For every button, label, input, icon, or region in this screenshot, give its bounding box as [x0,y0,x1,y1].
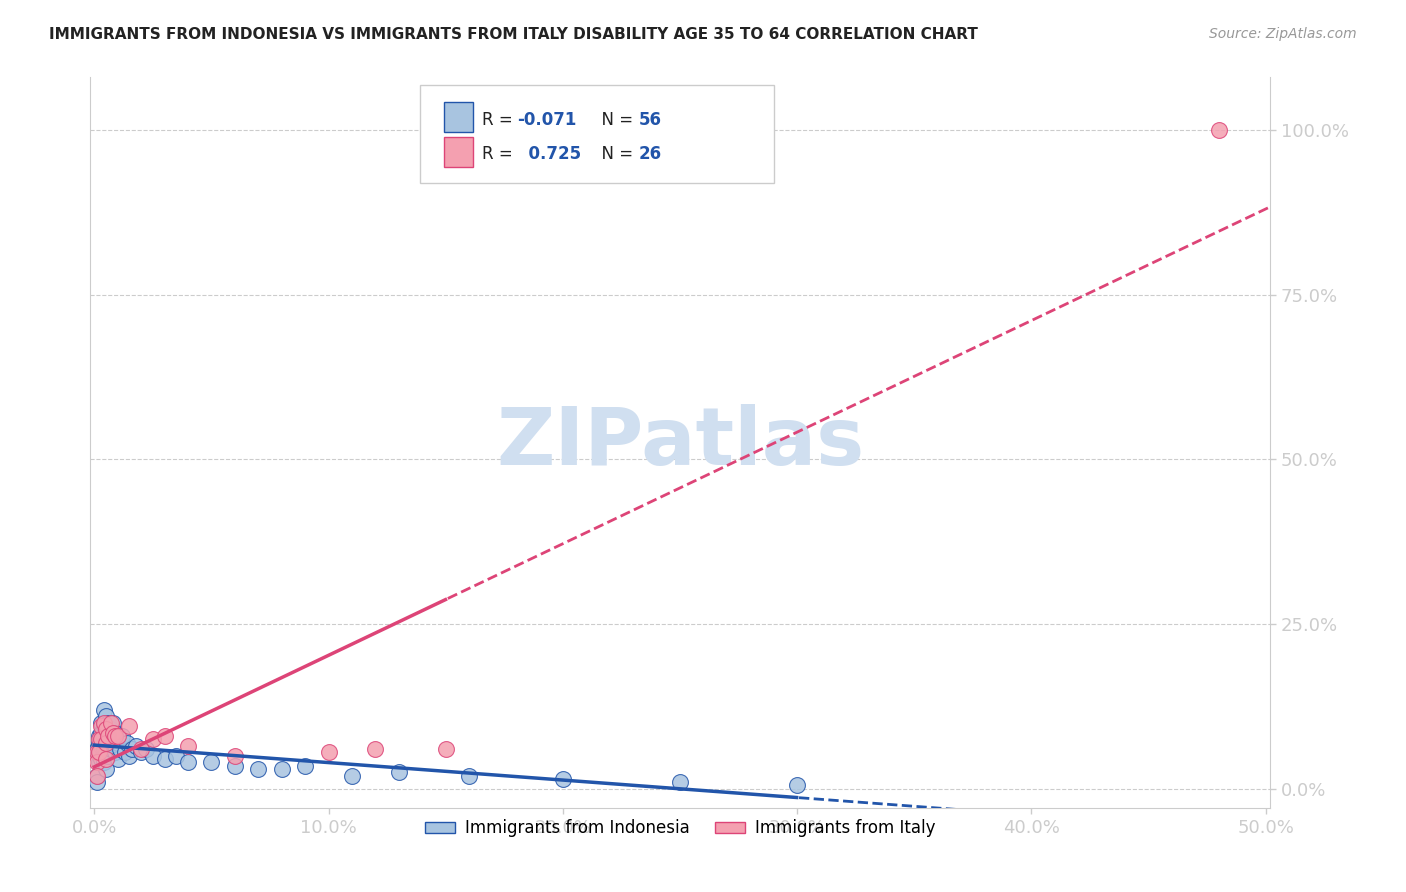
Point [90,739,112,753]
Point [153,729,176,743]
Point [107,729,129,743]
Point [93,742,115,756]
Text: R =: R = [482,145,517,163]
Point [90,732,112,747]
Point [97,729,120,743]
Point [108,742,131,756]
Point [388,765,411,780]
Point [107,735,129,749]
Point [94,762,117,776]
Point [90,725,112,739]
Point [224,748,246,763]
Text: N =: N = [592,145,638,163]
Point [93,729,115,743]
Point [1208,123,1230,137]
Point [129,746,152,760]
Point [94,746,117,760]
Point [142,732,165,747]
Point [94,735,117,749]
Point [97,715,120,730]
Point [340,768,363,782]
Point [97,748,120,763]
Point [94,709,117,723]
Point [224,758,246,772]
Point [125,739,148,753]
Text: 0.725: 0.725 [517,145,581,163]
Point [104,725,127,739]
Point [101,735,124,749]
Point [165,748,187,763]
Point [86,768,108,782]
Point [101,725,124,739]
Point [247,762,270,776]
Point [786,778,808,792]
Point [93,703,115,717]
Point [87,732,110,747]
Point [121,742,143,756]
Text: -0.071: -0.071 [517,111,576,128]
Point [90,719,112,733]
Text: 56: 56 [638,111,662,128]
Point [93,756,115,770]
Text: R =: R = [482,111,517,128]
Text: IMMIGRANTS FROM INDONESIA VS IMMIGRANTS FROM ITALY DISABILITY AGE 35 TO 64 CORRE: IMMIGRANTS FROM INDONESIA VS IMMIGRANTS … [49,27,979,42]
Point [270,762,292,776]
Point [94,723,117,737]
Point [93,719,115,733]
Point [318,746,340,760]
Point [142,748,165,763]
Point [86,756,108,770]
Point [94,723,117,737]
Point [551,772,574,786]
Point [86,775,108,789]
Point [87,735,110,749]
Point [87,746,110,760]
Point [87,746,110,760]
Point [90,752,112,766]
Point [200,756,222,770]
Point [114,746,136,760]
Text: ZIPatlas: ZIPatlas [496,404,865,482]
Point [100,742,122,756]
Point [294,758,316,772]
FancyBboxPatch shape [444,102,474,132]
Point [177,756,200,770]
Point [458,768,481,782]
Point [115,735,138,749]
Point [87,729,110,743]
Point [118,748,141,763]
Point [86,768,108,782]
Point [90,715,112,730]
Point [111,729,134,743]
Point [669,775,692,789]
FancyBboxPatch shape [444,136,474,168]
Point [177,739,200,753]
Point [135,742,157,756]
Point [364,742,387,756]
Point [94,732,117,747]
Text: Source: ZipAtlas.com: Source: ZipAtlas.com [1209,27,1357,41]
Point [129,742,152,756]
Point [434,742,457,756]
Point [87,756,110,770]
Point [97,729,120,743]
Legend: Immigrants from Indonesia, Immigrants from Italy: Immigrants from Indonesia, Immigrants fr… [418,813,942,844]
Point [100,723,122,737]
Text: N =: N = [592,111,638,128]
FancyBboxPatch shape [420,85,775,184]
Point [104,729,127,743]
Point [93,715,115,730]
Point [118,719,141,733]
Point [94,752,117,766]
Point [104,746,127,760]
Point [86,742,108,756]
Point [101,715,124,730]
Point [107,752,129,766]
Text: 26: 26 [638,145,662,163]
Point [100,715,122,730]
Point [153,752,176,766]
Point [86,746,108,760]
